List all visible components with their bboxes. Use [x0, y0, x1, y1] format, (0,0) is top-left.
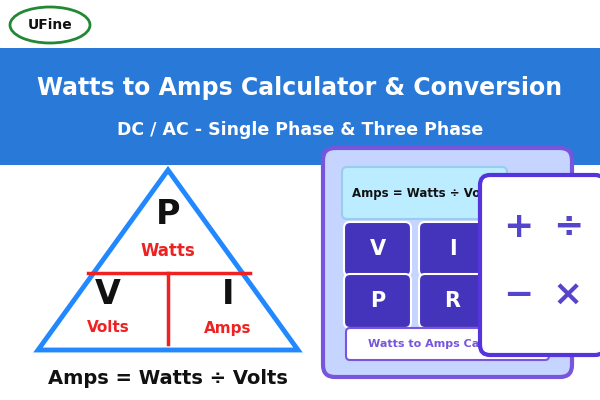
Text: P: P: [370, 291, 385, 311]
Text: I: I: [222, 278, 234, 312]
FancyBboxPatch shape: [346, 328, 549, 360]
Bar: [335, 304, 560, 315]
Bar: [335, 242, 560, 253]
Polygon shape: [38, 170, 298, 350]
FancyBboxPatch shape: [344, 274, 411, 328]
Text: UFine: UFine: [28, 18, 73, 32]
Text: Watts: Watts: [140, 242, 196, 260]
Bar: [335, 324, 560, 335]
Text: Watts to Amps Calculator: Watts to Amps Calculator: [368, 339, 527, 349]
Bar: [335, 314, 560, 325]
Bar: [335, 344, 560, 356]
FancyBboxPatch shape: [0, 48, 600, 165]
Text: V: V: [95, 278, 121, 312]
Bar: [335, 211, 560, 222]
Text: Amps = Watts ÷ Volts: Amps = Watts ÷ Volts: [352, 186, 497, 200]
Text: R: R: [445, 291, 461, 311]
Text: Watts to Amps Calculator & Conversion: Watts to Amps Calculator & Conversion: [37, 76, 563, 100]
Text: −: −: [503, 278, 533, 312]
Bar: [335, 252, 560, 264]
Text: +: +: [503, 210, 533, 244]
Text: DC / AC - Single Phase & Three Phase: DC / AC - Single Phase & Three Phase: [117, 121, 483, 139]
Text: Amps: Amps: [204, 320, 252, 336]
Bar: [335, 355, 560, 366]
Bar: [335, 262, 560, 274]
Bar: [335, 283, 560, 294]
Text: Amps = Watts ÷ Volts: Amps = Watts ÷ Volts: [48, 368, 288, 388]
Ellipse shape: [10, 7, 90, 43]
Bar: [335, 273, 560, 284]
FancyBboxPatch shape: [323, 148, 572, 377]
Bar: [335, 293, 560, 304]
FancyBboxPatch shape: [342, 167, 507, 219]
Bar: [335, 232, 560, 243]
Text: I: I: [449, 239, 457, 259]
Bar: [335, 180, 560, 192]
FancyBboxPatch shape: [323, 148, 572, 377]
Bar: [335, 334, 560, 346]
FancyBboxPatch shape: [480, 175, 600, 355]
Bar: [335, 201, 560, 212]
Text: Volts: Volts: [86, 320, 130, 336]
Bar: [335, 191, 560, 202]
Bar: [335, 222, 560, 233]
Text: P: P: [156, 198, 180, 232]
FancyBboxPatch shape: [419, 274, 486, 328]
Bar: [335, 160, 560, 171]
FancyBboxPatch shape: [344, 222, 411, 276]
Text: ×: ×: [553, 278, 583, 312]
Text: ÷: ÷: [553, 210, 583, 244]
FancyBboxPatch shape: [419, 222, 486, 276]
Text: V: V: [370, 239, 386, 259]
Bar: [335, 170, 560, 182]
